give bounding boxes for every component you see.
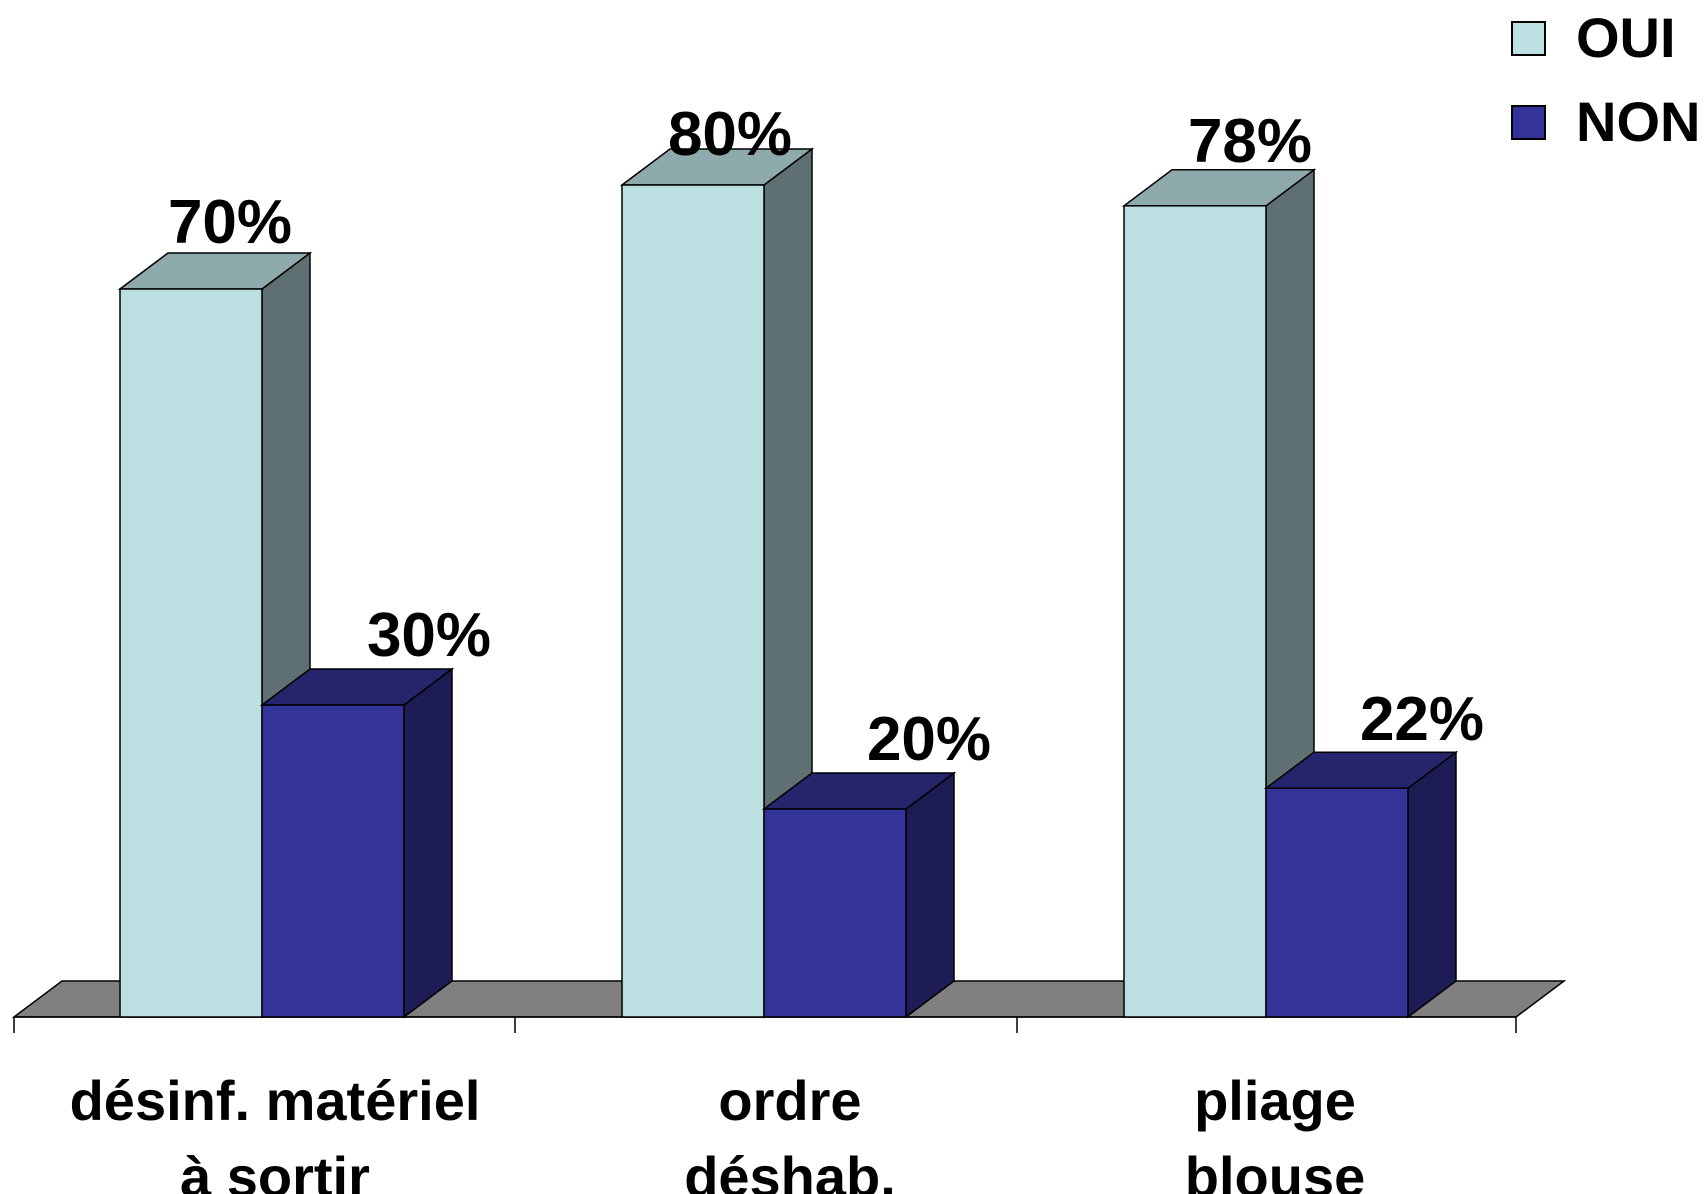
- bar-non-3: [1263, 750, 1459, 1019]
- bar-side: [403, 667, 453, 1019]
- category-label-2: ordre déshab.: [684, 1069, 896, 1194]
- legend-label-oui: OUI: [1576, 6, 1676, 69]
- bar-non-1: [259, 667, 455, 1019]
- data-label-oui-3: 78%: [1188, 107, 1312, 176]
- data-label-oui-2: 80%: [668, 100, 792, 169]
- data-label-non-2: 20%: [867, 705, 991, 774]
- bar-front: [763, 808, 907, 1018]
- data-label-non-1: 30%: [367, 601, 491, 670]
- legend: OUI NON: [1511, 6, 1700, 153]
- bar-side: [1407, 750, 1457, 1019]
- bar-front: [119, 288, 263, 1018]
- category-label-line: désinf. matériel: [70, 1069, 481, 1132]
- data-label-non-3: 22%: [1360, 685, 1484, 754]
- legend-swatch-oui: [1511, 21, 1546, 56]
- bar-side: [905, 771, 955, 1019]
- bar-front: [621, 184, 765, 1018]
- category-label-line: à sortir: [180, 1145, 370, 1194]
- bar-front: [1265, 787, 1409, 1018]
- category-label-line: pliage: [1194, 1069, 1356, 1132]
- legend-swatch-non: [1511, 105, 1546, 140]
- category-label-line: ordre: [718, 1069, 861, 1132]
- bar-front: [1123, 205, 1267, 1018]
- category-label-3: pliage blouse: [1185, 1069, 1365, 1194]
- bar-non-2: [761, 771, 957, 1019]
- legend-label-non: NON: [1576, 90, 1700, 153]
- bar-front: [261, 704, 405, 1018]
- category-label-line: déshab.: [684, 1145, 896, 1194]
- data-label-oui-1: 70%: [168, 188, 292, 257]
- category-label-line: blouse: [1185, 1145, 1365, 1194]
- category-label-1: désinf. matériel à sortir: [70, 1069, 481, 1194]
